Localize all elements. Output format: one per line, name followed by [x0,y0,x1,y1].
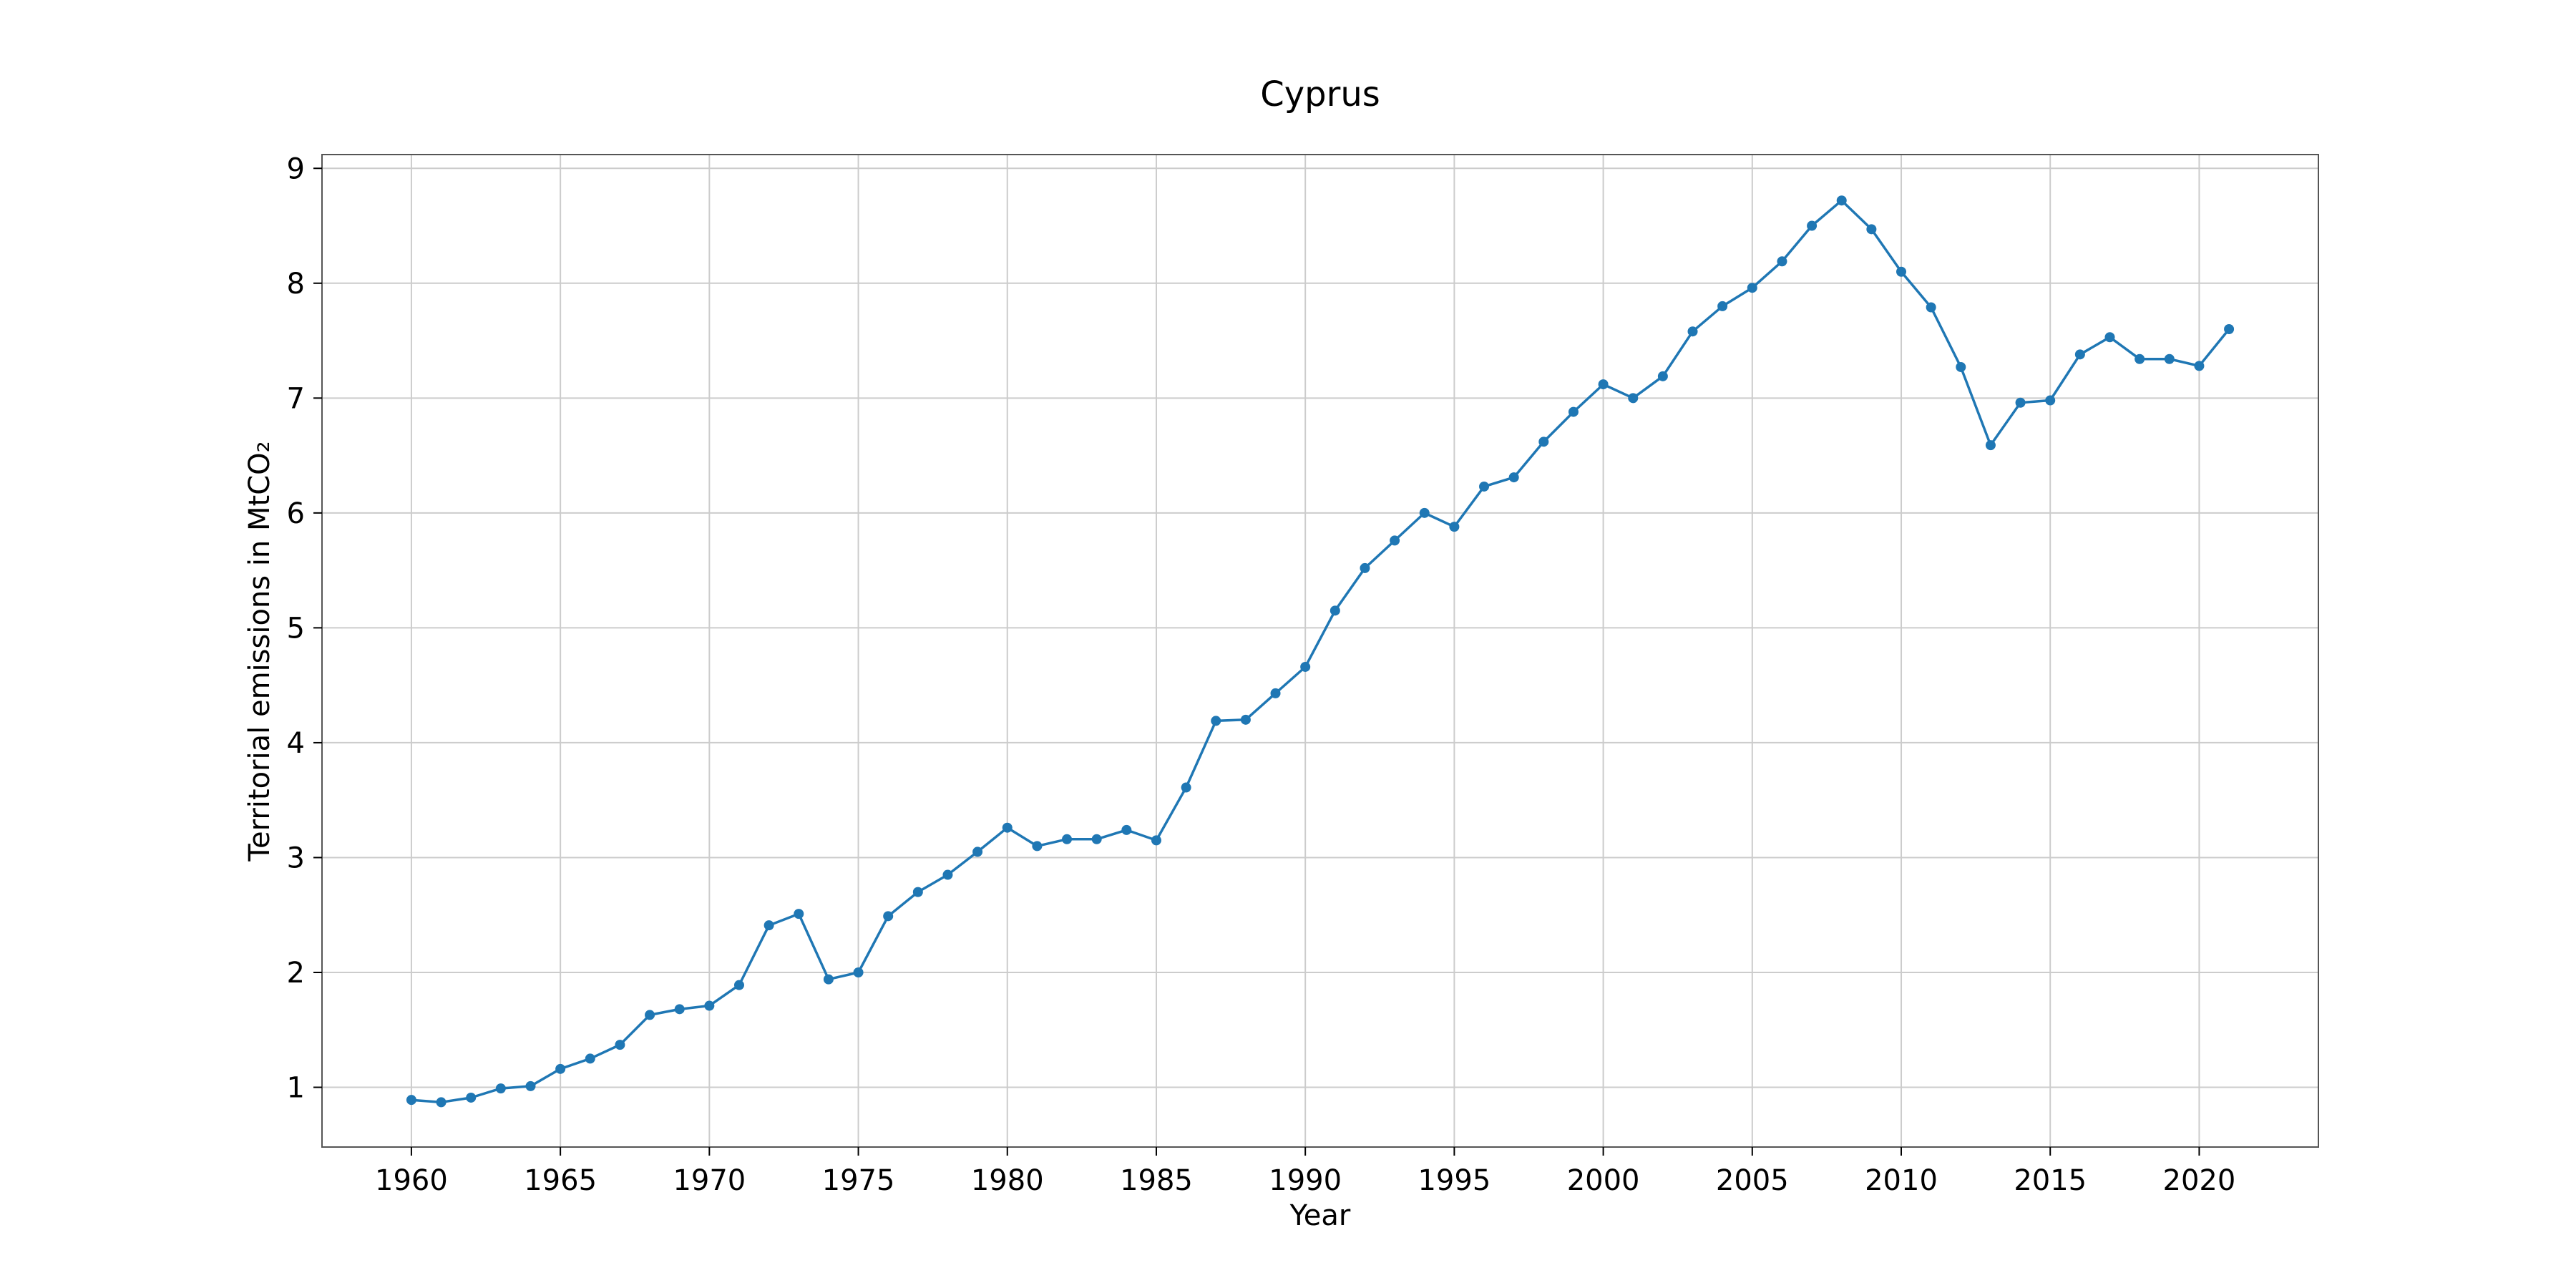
data-point [733,980,744,990]
x-tick-label: 1990 [1269,1164,1342,1197]
x-tick-label: 1960 [375,1164,448,1197]
x-tick-label: 1985 [1120,1164,1193,1197]
data-point [1240,714,1251,725]
y-tick-label: 2 [287,957,305,990]
data-point [1330,605,1340,616]
y-tick-label: 3 [287,841,305,874]
data-point [1747,283,1757,293]
data-point [1360,562,1370,573]
axis-ticks: 1960 1965 1970 1975 1980 1985 1990 1995 2000 2005… [287,152,2236,1197]
y-tick-label: 5 [287,612,305,645]
data-point [2015,397,2026,408]
data-point [1002,822,1013,833]
data-point [645,1010,655,1020]
data-point [1270,688,1281,698]
data-point [1866,224,1877,235]
x-tick-label: 1970 [673,1164,746,1197]
data-point [1687,326,1698,337]
data-point [1151,835,1161,846]
y-tick-label: 9 [287,152,305,185]
data-series [406,195,2235,1108]
data-point [555,1063,566,1074]
x-tick-label: 1995 [1418,1164,1491,1197]
data-point [763,920,774,931]
data-point [1628,393,1639,404]
series-line [411,199,2230,1104]
data-point [2045,395,2056,406]
y-tick-label: 7 [287,382,305,415]
grid-lines [322,155,2318,1147]
data-point [1896,266,1907,277]
data-point [1390,535,1400,546]
x-tick-label: 1980 [971,1164,1044,1197]
data-point [2074,349,2085,360]
data-point [495,1083,506,1094]
data-point [1419,507,1430,518]
data-point [615,1040,625,1050]
data-point [1211,716,1221,726]
data-point [436,1097,447,1108]
x-tick-label: 2005 [1716,1164,1789,1197]
data-point [2104,332,2115,343]
data-point [972,847,983,857]
data-point [942,869,953,880]
x-tick-label: 1975 [822,1164,895,1197]
data-point [1300,661,1311,672]
data-point [2164,353,2175,364]
plot-area-frame [321,154,2319,1148]
data-point [2194,361,2205,371]
data-point [406,1095,416,1106]
data-point [883,911,894,922]
data-point [823,974,834,985]
chart-title: Cyprus [1260,74,1380,114]
data-point [1926,302,1936,313]
data-point [1091,834,1102,844]
x-tick-label: 2020 [2163,1164,2236,1197]
y-axis-title: Territorial emissions in MtCO₂ [243,441,276,862]
data-point [704,1000,715,1011]
data-point [1807,220,1818,231]
data-point [1598,379,1609,390]
data-point [525,1080,536,1091]
data-point [1985,440,1996,451]
data-point [2224,324,2235,335]
data-point [1836,195,1847,206]
data-point [1657,371,1668,381]
data-point [912,887,923,897]
data-point [1479,481,1490,492]
x-axis-title: Year [1289,1199,1351,1232]
x-tick-label: 1965 [524,1164,597,1197]
data-point [1032,841,1043,852]
data-point [674,1004,685,1015]
data-point [1508,472,1519,483]
y-tick-label: 1 [287,1072,305,1105]
y-tick-label: 4 [287,727,305,760]
data-point [794,909,804,919]
data-point [1568,406,1579,417]
data-point [1777,256,1787,267]
data-point [2135,353,2145,364]
data-point [1956,361,1966,372]
data-point [1717,301,1728,311]
data-point [1449,522,1460,532]
data-point [585,1053,595,1064]
y-tick-label: 8 [287,268,305,301]
x-tick-label: 2015 [2014,1164,2087,1197]
x-tick-label: 2010 [1865,1164,1938,1197]
data-point [1538,436,1549,447]
data-point [466,1092,477,1103]
x-tick-label: 2000 [1567,1164,1640,1197]
data-point [853,967,864,977]
data-point [1181,782,1191,793]
data-point [1121,824,1132,835]
data-point [1062,834,1073,844]
y-tick-label: 6 [287,497,305,530]
